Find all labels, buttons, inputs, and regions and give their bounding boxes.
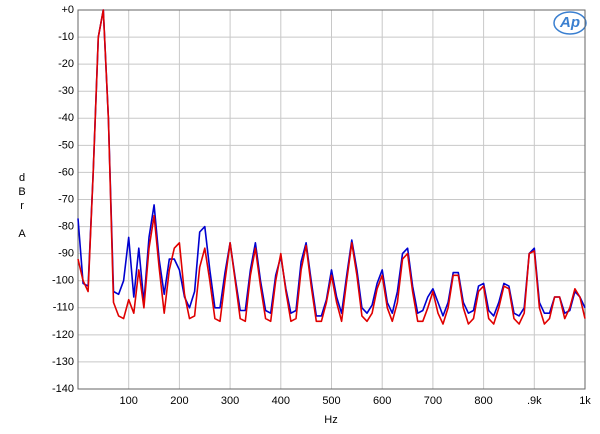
y-tick-label: -50 — [58, 139, 74, 151]
x-tick-label: 600 — [373, 395, 391, 407]
x-tick-label: 1k — [579, 395, 591, 407]
x-tick-label: 300 — [221, 395, 239, 407]
plot-frame — [77, 9, 586, 390]
y-tick-label: -10 — [58, 31, 74, 43]
y-tick-label: -30 — [58, 85, 74, 97]
x-tick-label: 400 — [272, 395, 290, 407]
y-axis-label: dBr A — [16, 172, 28, 242]
x-tick-label: 800 — [474, 395, 492, 407]
y-tick-label: -140 — [52, 383, 74, 395]
y-tick-label: +0 — [61, 4, 74, 16]
y-tick-label: -100 — [52, 275, 74, 287]
y-tick-label: -90 — [58, 248, 74, 260]
series-line — [77, 9, 586, 325]
x-tick-label: 100 — [120, 395, 138, 407]
logo-ring — [553, 11, 587, 35]
y-tick-label: -110 — [53, 302, 74, 314]
y-tick-label: -120 — [52, 329, 74, 341]
y-tick-label: -60 — [58, 166, 74, 178]
x-tick-label: 500 — [322, 395, 340, 407]
y-tick-label: -130 — [52, 356, 74, 368]
logo: Ap — [559, 14, 580, 31]
series-line — [77, 9, 586, 317]
x-tick-label: .9k — [527, 395, 542, 407]
y-tick-label: -40 — [58, 112, 74, 124]
y-tick-label: -20 — [58, 58, 74, 70]
x-tick-label: 200 — [170, 395, 188, 407]
x-axis-label: Hz — [324, 414, 337, 426]
y-tick-label: -70 — [58, 193, 74, 205]
y-tick-label: -80 — [58, 220, 74, 232]
x-tick-label: 700 — [424, 395, 442, 407]
